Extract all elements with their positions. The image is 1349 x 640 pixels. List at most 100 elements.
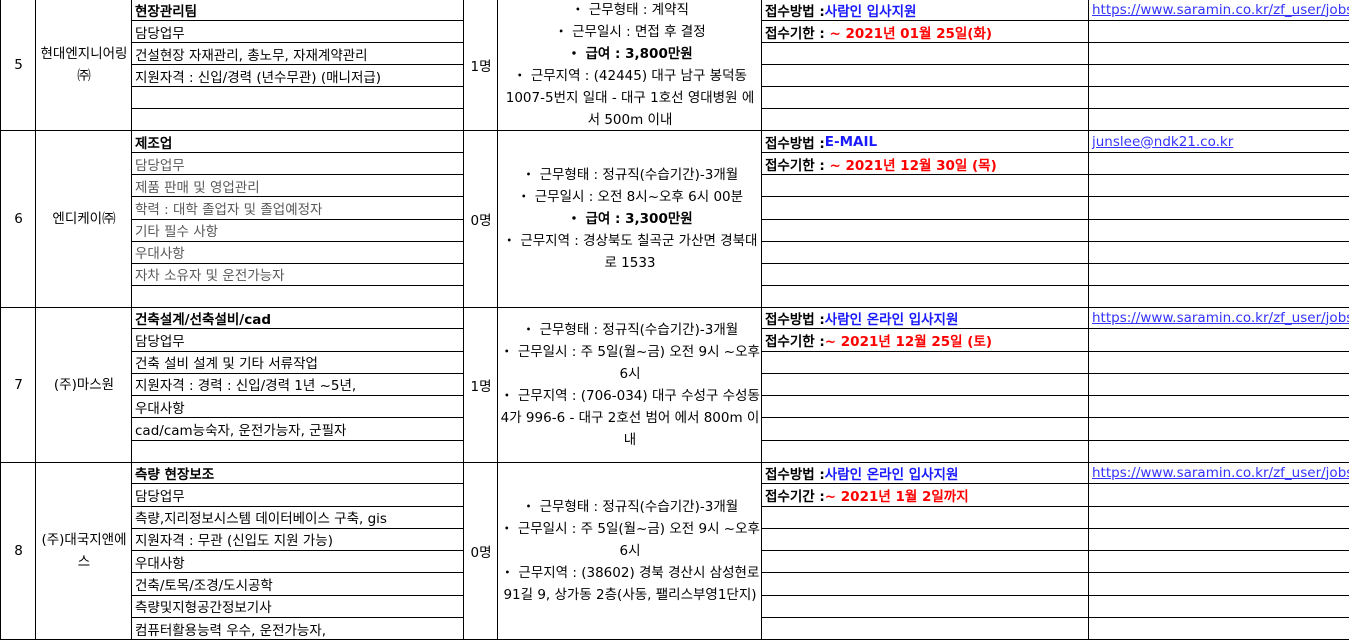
empty-cell[interactable]	[762, 618, 1089, 639]
empty-cell[interactable]	[762, 220, 1089, 242]
empty-cell[interactable]	[1089, 197, 1349, 220]
duty-cell[interactable]	[132, 109, 464, 130]
application-link[interactable]: https://www.saramin.co.kr/zf_user/jobs	[1092, 1, 1349, 18]
empty-cell[interactable]	[762, 43, 1089, 65]
deadline-cell[interactable]: 접수기한 : ~ 2021년 12월 30일 (목)	[762, 153, 1089, 176]
empty-cell[interactable]	[1089, 87, 1349, 109]
conditions-cell[interactable]: ・ 근무형태 : 정규직(수습기간)-3개월 ・ 근무일시 : 주 5일(월~금)…	[497, 307, 762, 462]
empty-cell[interactable]	[1089, 618, 1349, 639]
empty-cell[interactable]	[762, 396, 1089, 419]
empty-cell[interactable]	[1089, 109, 1349, 130]
deadline-cell[interactable]: 접수기한 : ~ 2021년 01월 25일(화)	[762, 21, 1089, 43]
empty-cell[interactable]	[762, 507, 1089, 529]
empty-cell[interactable]	[1089, 264, 1349, 286]
job-title-cell[interactable]: 제조업	[132, 131, 464, 154]
link-cell[interactable]: https://www.saramin.co.kr/zf_user/jobs	[1089, 462, 1349, 485]
company-name-cell[interactable]: (주)마스원	[35, 307, 132, 462]
duty-cell[interactable]: 건축/토목/조경/도시공학	[132, 573, 464, 596]
headcount-cell[interactable]: 0명	[463, 462, 498, 639]
empty-cell[interactable]	[1089, 220, 1349, 242]
empty-cell[interactable]	[1089, 573, 1349, 596]
duty-cell[interactable]: 우대사항	[132, 396, 464, 419]
conditions-cell[interactable]: ・ 근무형태 : 정규직(수습기간)-3개월 ・ 근무일시 : 주 5일(월~금)…	[497, 462, 762, 639]
duty-cell[interactable]: 측량및지형공간정보기사	[132, 596, 464, 618]
duty-cell[interactable]: 학력 : 대학 졸업자 및 졸업예정자	[132, 197, 464, 220]
apply-method-cell[interactable]: 접수방법 : 사람인 온라인 입사지원	[762, 462, 1089, 485]
row-number-cell[interactable]: 6	[0, 131, 36, 307]
duty-cell[interactable]: 담당업무	[132, 329, 464, 352]
duty-cell[interactable]: 측량,지리정보시스템 데이터베이스 구축, gis	[132, 507, 464, 529]
empty-cell[interactable]	[1089, 551, 1349, 574]
empty-cell[interactable]	[1089, 507, 1349, 529]
duty-cell[interactable]: cad/cam능숙자, 운전가능자, 군필자	[132, 418, 464, 441]
empty-cell[interactable]	[762, 286, 1089, 307]
duty-cell[interactable]: 건설현장 자재관리, 총노무, 자재계약관리	[132, 43, 464, 65]
link-cell[interactable]: https://www.saramin.co.kr/zf_user/jobs	[1089, 307, 1349, 330]
duty-cell[interactable]: 담당업무	[132, 484, 464, 507]
empty-cell[interactable]	[1089, 418, 1349, 441]
row-number-cell[interactable]: 8	[0, 462, 36, 639]
company-name-cell[interactable]: 엔디케이㈜	[35, 131, 132, 307]
job-title-cell[interactable]: 현장관리팀	[132, 0, 464, 21]
duty-cell[interactable]	[132, 286, 464, 307]
duty-cell[interactable]: 담당업무	[132, 21, 464, 43]
empty-cell[interactable]	[1089, 441, 1349, 462]
empty-cell[interactable]	[762, 65, 1089, 87]
empty-cell[interactable]	[762, 551, 1089, 574]
company-name-cell[interactable]: 현대엔지니어링㈜	[35, 0, 132, 130]
job-title-cell[interactable]: 측량 현장보조	[132, 462, 464, 485]
row-number-cell[interactable]: 7	[0, 307, 36, 462]
empty-cell[interactable]	[1089, 484, 1349, 507]
headcount-cell[interactable]: 1명	[463, 307, 498, 462]
empty-cell[interactable]	[762, 242, 1089, 264]
empty-cell[interactable]	[1089, 65, 1349, 87]
application-link[interactable]: https://www.saramin.co.kr/zf_user/jobs	[1092, 464, 1349, 481]
empty-cell[interactable]	[762, 352, 1089, 374]
empty-cell[interactable]	[1089, 242, 1349, 264]
empty-cell[interactable]	[1089, 396, 1349, 419]
empty-cell[interactable]	[762, 264, 1089, 286]
application-link[interactable]: https://www.saramin.co.kr/zf_user/jobs	[1092, 309, 1349, 326]
empty-cell[interactable]	[1089, 374, 1349, 397]
duty-cell[interactable]	[132, 441, 464, 462]
apply-method-cell[interactable]: 접수방법 : 사람인 입사지원	[762, 0, 1089, 21]
empty-cell[interactable]	[762, 109, 1089, 130]
empty-cell[interactable]	[762, 529, 1089, 551]
duty-cell[interactable]: 지원자격 : 신입/경력 (년수무관) (매니저급)	[132, 65, 464, 87]
empty-cell[interactable]	[1089, 21, 1349, 43]
duty-cell[interactable]: 우대사항	[132, 551, 464, 574]
empty-cell[interactable]	[762, 418, 1089, 441]
link-cell[interactable]: https://www.saramin.co.kr/zf_user/jobs	[1089, 0, 1349, 21]
headcount-cell[interactable]: 0명	[463, 131, 498, 307]
duty-cell[interactable]: 건축 설비 설계 및 기타 서류작업	[132, 352, 464, 374]
apply-method-cell[interactable]: 접수방법 : 사람인 온라인 입사지원	[762, 307, 1089, 330]
duty-cell[interactable]: 자차 소유자 및 운전가능자	[132, 264, 464, 286]
empty-cell[interactable]	[1089, 153, 1349, 176]
empty-cell[interactable]	[762, 573, 1089, 596]
empty-cell[interactable]	[1089, 175, 1349, 198]
duty-cell[interactable]: 담당업무	[132, 153, 464, 176]
conditions-cell[interactable]: ・ 근무형태 : 정규직(수습기간)-3개월 ・ 근무일시 : 오전 8시~오후 …	[497, 131, 762, 307]
application-link[interactable]: junslee@ndk21.co.kr	[1092, 133, 1234, 150]
empty-cell[interactable]	[1089, 43, 1349, 65]
duty-cell[interactable]: 지원자격 : 무관 (신입도 지원 가능)	[132, 529, 464, 551]
deadline-cell[interactable]: 접수기한 : ~ 2021년 12월 25일 (토)	[762, 329, 1089, 352]
conditions-cell[interactable]: ・ 근무형태 : 계약직 ・ 근무일시 : 면접 후 결정 ・ 급여 : 3,800…	[497, 0, 762, 130]
empty-cell[interactable]	[762, 197, 1089, 220]
company-name-cell[interactable]: (주)대국지앤에스	[35, 462, 132, 639]
row-number-cell[interactable]: 5	[0, 0, 36, 130]
empty-cell[interactable]	[1089, 352, 1349, 374]
headcount-cell[interactable]: 1명	[463, 0, 498, 130]
apply-method-cell[interactable]: 접수방법 : E-MAIL	[762, 131, 1089, 154]
empty-cell[interactable]	[762, 596, 1089, 618]
empty-cell[interactable]	[762, 441, 1089, 462]
empty-cell[interactable]	[1089, 286, 1349, 307]
deadline-cell[interactable]: 접수기간 : ~ 2021년 1월 2일까지	[762, 484, 1089, 507]
link-cell[interactable]: junslee@ndk21.co.kr	[1089, 131, 1349, 154]
empty-cell[interactable]	[1089, 596, 1349, 618]
duty-cell[interactable]: 우대사항	[132, 242, 464, 264]
duty-cell[interactable]	[132, 87, 464, 109]
duty-cell[interactable]: 컴퓨터활용능력 우수, 운전가능자,	[135, 622, 327, 639]
empty-cell[interactable]	[762, 374, 1089, 397]
duty-cell[interactable]: 기타 필수 사항	[132, 220, 464, 242]
